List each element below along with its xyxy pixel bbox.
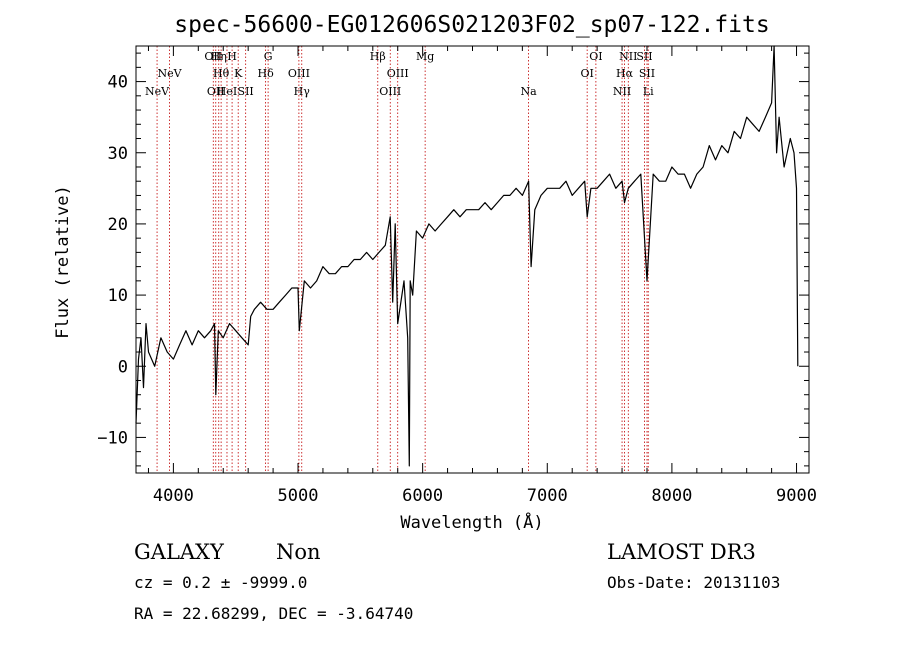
y-tick-label-1: 0 [118,357,128,377]
y-tick-label-5: 40 [108,73,128,93]
line-label-4: Hη [211,50,227,63]
object-subclass: Non [276,540,321,564]
line-label-21: NII [613,85,631,98]
line-label-14: Hβ [370,50,386,63]
line-label-5: Hθ [213,67,230,80]
line-label-12: OIII [288,67,310,80]
line-label-8: K [234,67,243,80]
x-tick-label-3: 7000 [527,486,568,506]
x-tick-label-5: 9000 [776,486,817,506]
x-tick-label-4: 8000 [651,486,692,506]
line-label-11: G [264,50,273,63]
emission-line-markers [156,46,649,473]
y-tick-label-3: 20 [108,215,128,235]
spectrum-line [135,45,799,467]
line-label-19: OI [580,67,593,80]
y-tick-label-2: 10 [108,286,128,306]
y-axis-ticks: −10 0 10 20 30 40 [97,52,809,467]
survey-name: LAMOST DR3 [607,540,756,564]
x-tick-label-1: 5000 [278,486,319,506]
x-axis-ticks: 4000 5000 6000 7000 8000 9000 [147,46,817,506]
emission-line-labels: NeVNeVOIIOIIHηHθHeIHKSIIHδGOIIIHγHβOIIIO… [145,50,655,98]
line-label-18: Na [520,85,537,98]
line-label-2: OII [204,50,222,63]
chart-title: spec-56600-EG012606S021203F02_sp07-122.f… [174,12,769,38]
line-label-13: Hγ [294,85,311,98]
line-label-15: OIII [379,85,401,98]
x-axis-label: Wavelength (Å) [400,511,543,533]
line-label-10: Hδ [258,67,275,80]
line-label-0: NeV [145,85,170,98]
radec-line: RA = 22.68299, DEC = -3.64740 [134,604,413,623]
x-tick-label-0: 4000 [153,486,194,506]
line-label-20: OI [589,50,602,63]
spectrum-series [135,45,799,467]
line-label-22: Hα [616,67,634,80]
line-label-9: SII [238,85,254,98]
line-label-17: Mg [416,50,434,63]
x-tick-label-2: 6000 [402,486,443,506]
object-class: GALAXY [134,540,225,564]
line-label-16: OIII [387,67,409,80]
line-label-3: OII [207,85,225,98]
y-tick-label-0: −10 [97,428,128,448]
line-label-23: NII [619,50,637,63]
redshift-line: cz = 0.2 ± -9999.0 [134,573,307,592]
line-label-25: SII [639,67,655,80]
obs-date-line: Obs-Date: 20131103 [607,573,780,592]
line-label-24: SII [636,50,652,63]
line-label-26: Li [643,85,654,98]
line-label-6: HeI [217,85,237,98]
plot-frame [135,45,810,474]
line-label-7: H [227,50,237,63]
y-axis-label: Flux (relative) [53,185,73,339]
line-label-1: NeV [157,67,182,80]
y-tick-label-4: 30 [108,144,128,164]
